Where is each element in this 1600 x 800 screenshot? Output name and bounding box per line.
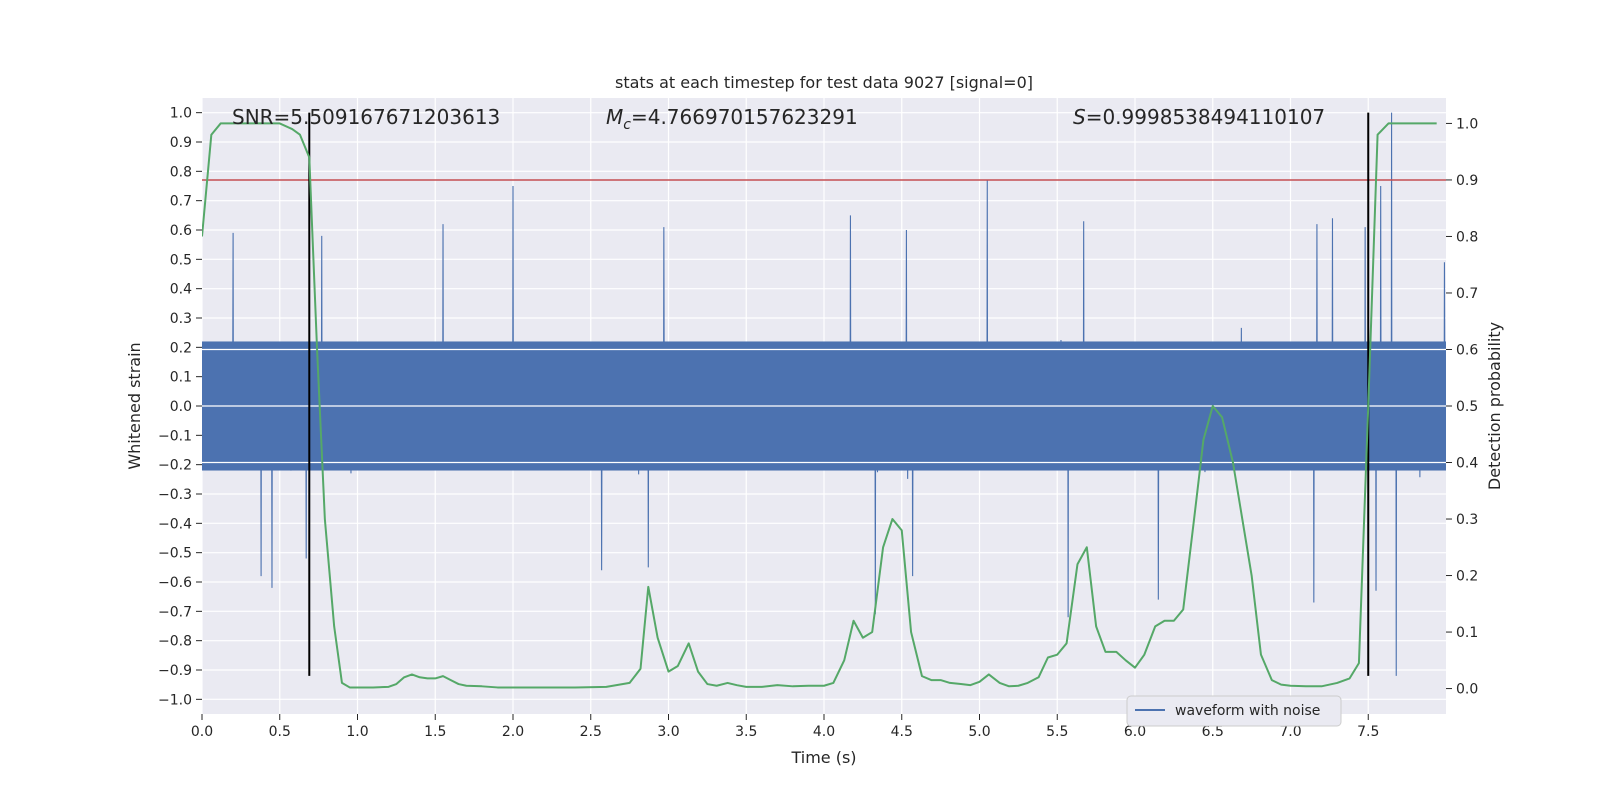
- y-tick-label: −0.4: [158, 516, 192, 532]
- y-tick-label: −0.7: [158, 604, 192, 620]
- y2-tick-label: 0.1: [1456, 625, 1478, 641]
- x-tick-label: 2.5: [580, 724, 602, 740]
- strain-overlay-gridlines: [202, 348, 1446, 464]
- x-tick-label: 5.0: [968, 724, 990, 740]
- y-tick-label: −0.9: [158, 663, 192, 679]
- y-tick-label: 0.3: [170, 311, 192, 327]
- chirp-mass-subscript: c: [623, 117, 631, 133]
- y2-tick-label: 1.0: [1456, 116, 1478, 132]
- legend-label-waveform: waveform with noise: [1175, 703, 1320, 719]
- y-tick-label: 0.1: [170, 370, 192, 386]
- y2-tick-label: 0.7: [1456, 286, 1478, 302]
- y-tick-label: 0.8: [170, 164, 192, 180]
- y2-axis-label: Detection probability: [1485, 322, 1504, 490]
- x-tick-label: 4.0: [813, 724, 835, 740]
- y-tick-label: −1.0: [158, 692, 192, 708]
- x-tick-label: 2.0: [502, 724, 524, 740]
- x-tick-label: 6.5: [1202, 724, 1224, 740]
- chirp-mass-symbol: M: [606, 105, 623, 129]
- y-tick-label: 1.0: [170, 106, 192, 122]
- right-axis-ticks: 0.0 0.1 0.2 0.3 0.4 0.5 0.6 0.7 0.8 0.9 1.0: [1446, 116, 1478, 698]
- x-tick-label: 4.5: [891, 724, 913, 740]
- y-tick-label: 0.0: [170, 399, 192, 415]
- y2-tick-label: 0.0: [1456, 682, 1478, 698]
- y-tick-label: −0.3: [158, 487, 192, 503]
- snr-annotation: SNR=5.509167671203613: [232, 105, 500, 129]
- x-tick-label: 7.0: [1279, 724, 1301, 740]
- x-tick-label: 0.5: [269, 724, 291, 740]
- y2-tick-label: 0.2: [1456, 569, 1478, 585]
- x-tick-label: 6.0: [1124, 724, 1146, 740]
- y2-tick-label: 0.4: [1456, 456, 1478, 472]
- y-tick-label: 0.4: [170, 282, 192, 298]
- y-tick-label: 0.6: [170, 223, 192, 239]
- x-axis-label: Time (s): [790, 748, 856, 767]
- y-axis-label: Whitened strain: [125, 342, 144, 469]
- y-tick-label: −0.5: [158, 546, 192, 562]
- detection-probability-line: [202, 122, 1437, 689]
- chirp-mass-value: =4.766970157623291: [631, 105, 858, 129]
- y-tick-label: −0.6: [158, 575, 192, 591]
- score-symbol: S: [1073, 105, 1086, 129]
- x-tick-label: 0.0: [191, 724, 213, 740]
- score-value: =0.9998538494110107: [1086, 105, 1325, 129]
- x-tick-label: 3.5: [735, 724, 757, 740]
- y-tick-label: 0.9: [170, 135, 192, 151]
- y-tick-label: −0.1: [158, 428, 192, 444]
- x-tick-label: 1.5: [424, 724, 446, 740]
- y2-tick-label: 0.6: [1456, 342, 1478, 358]
- x-tick-label: 5.5: [1046, 724, 1068, 740]
- x-tick-label: 1.0: [346, 724, 368, 740]
- legend: waveform with noise: [1126, 695, 1342, 727]
- y2-tick-label: 0.8: [1456, 229, 1478, 245]
- x-tick-label: 7.5: [1357, 724, 1379, 740]
- chirp-mass-annotation: Mc=4.766970157623291: [606, 105, 858, 133]
- y-tick-label: 0.5: [170, 252, 192, 268]
- y-tick-label: 0.2: [170, 340, 192, 356]
- y-tick-label: −0.8: [158, 634, 192, 650]
- left-axis-ticks: −1.0 −0.9 −0.8 −0.7 −0.6 −0.5 −0.4 −0.3 −0.2 −0.1…: [158, 106, 202, 708]
- probability-series: [202, 122, 1437, 689]
- chart-title: stats at each timestep for test data 902…: [615, 73, 1033, 92]
- y-tick-label: 0.7: [170, 194, 192, 210]
- y-tick-label: −0.2: [158, 458, 192, 474]
- legend-box: [1126, 695, 1342, 727]
- x-axis-ticks: 0.0 0.5 1.0 1.5 2.0 2.5 3.0 3.5 4.0 4.5 5.0 5.5 6.0 6…: [191, 714, 1379, 740]
- y2-tick-label: 0.3: [1456, 512, 1478, 528]
- score-annotation: S=0.9998538494110107: [1073, 105, 1325, 129]
- y2-tick-label: 0.5: [1456, 399, 1478, 415]
- y2-tick-label: 0.9: [1456, 173, 1478, 189]
- x-tick-label: 3.0: [657, 724, 679, 740]
